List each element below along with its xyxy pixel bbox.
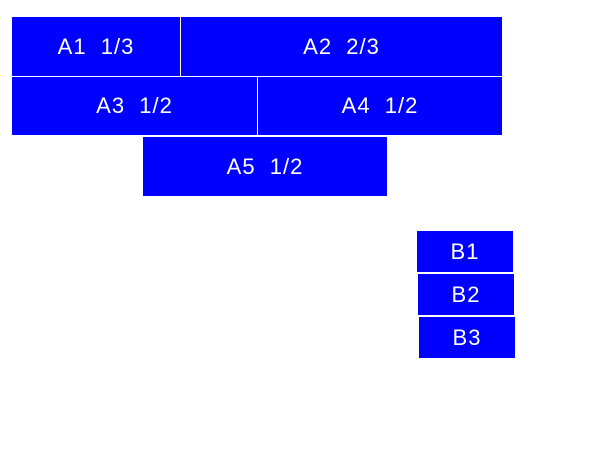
box-b3[interactable]: B3 xyxy=(419,317,515,358)
box-a5[interactable]: A5 1/2 xyxy=(143,137,387,196)
box-a2[interactable]: A2 2/3 xyxy=(181,17,502,76)
box-b2[interactable]: B2 xyxy=(418,274,514,315)
box-a4[interactable]: A4 1/2 xyxy=(258,77,502,135)
box-a3[interactable]: A3 1/2 xyxy=(12,77,257,135)
box-b1[interactable]: B1 xyxy=(417,231,513,272)
box-a1[interactable]: A1 1/3 xyxy=(12,17,180,76)
